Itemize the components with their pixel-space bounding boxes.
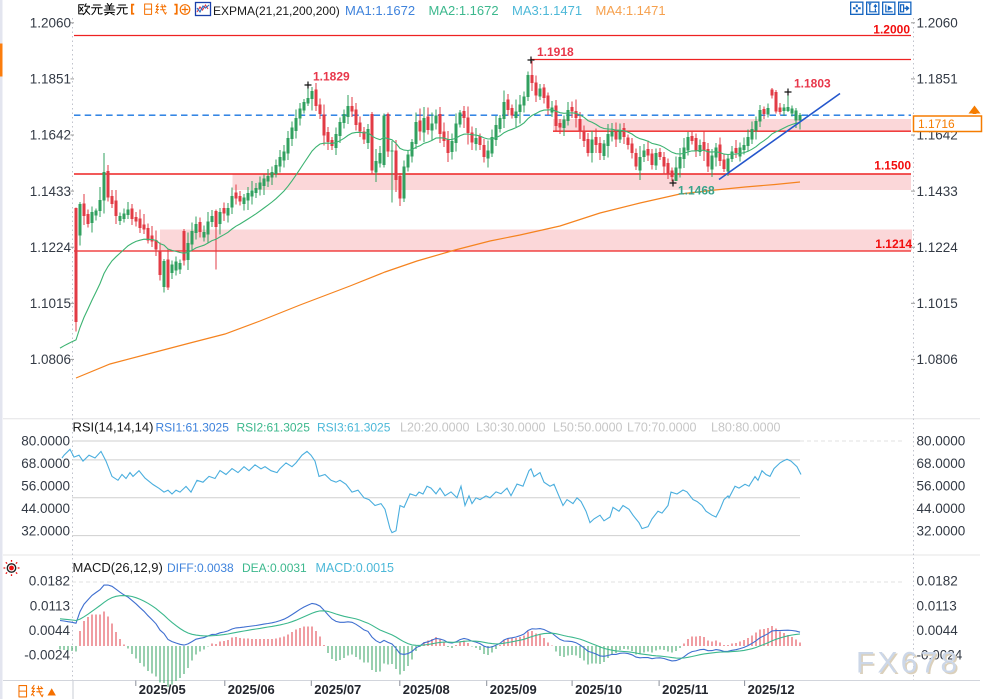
svg-text:1.1851: 1.1851 [30,72,71,87]
svg-text:FX678: FX678 [858,648,962,681]
svg-text:1.2060: 1.2060 [30,16,71,31]
svg-text:MA2:1.1672: MA2:1.1672 [429,3,499,18]
svg-text:68.0000: 68.0000 [21,456,70,471]
svg-text:MACD:0.0015: MACD:0.0015 [316,561,395,575]
svg-text:0.0113: 0.0113 [30,598,70,613]
svg-text:MA4:1.1471: MA4:1.1471 [596,3,666,18]
svg-text:2025/05: 2025/05 [139,682,186,697]
svg-text:1.0806: 1.0806 [917,352,958,367]
svg-text:2025/10: 2025/10 [575,682,622,697]
svg-text:56.0000: 56.0000 [21,479,70,494]
svg-text:1.2000: 1.2000 [873,23,910,37]
svg-text:44.0000: 44.0000 [917,501,966,516]
svg-text:0.0182: 0.0182 [29,574,70,589]
svg-text:1.1642: 1.1642 [30,128,71,143]
svg-text:1.1433: 1.1433 [30,184,71,199]
svg-text:RSI2:61.3025: RSI2:61.3025 [237,421,311,435]
svg-text:1.0806: 1.0806 [30,352,71,367]
svg-text:1.1015: 1.1015 [30,296,71,311]
svg-text:MACD(26,12,9): MACD(26,12,9) [73,560,163,575]
svg-text:MA3:1.1471: MA3:1.1471 [512,3,582,18]
svg-text:1.1851: 1.1851 [917,72,958,87]
svg-text:L20:20.0000: L20:20.0000 [400,421,470,435]
svg-text:DEA:0.0031: DEA:0.0031 [242,561,307,575]
svg-text:RSI(14,14,14): RSI(14,14,14) [73,420,154,435]
svg-text:2025/07: 2025/07 [314,682,361,697]
svg-text:EXPMA(21,21,200,200): EXPMA(21,21,200,200) [213,4,340,18]
svg-text:2025/08: 2025/08 [403,682,450,697]
svg-text:FX678: FX678 [856,647,960,680]
svg-text:MA1:1.1672: MA1:1.1672 [345,3,415,18]
svg-text:L80:80.0000: L80:80.0000 [711,421,781,435]
svg-text:2025/06: 2025/06 [228,682,275,697]
svg-text:2025/09: 2025/09 [490,682,537,697]
svg-text:32.0000: 32.0000 [917,524,966,539]
svg-text:1.1716: 1.1716 [918,117,955,131]
svg-text:L70:70.0000: L70:70.0000 [627,421,697,435]
svg-text:1.1500: 1.1500 [874,159,911,173]
svg-text:32.0000: 32.0000 [21,524,70,539]
svg-text:80.0000: 80.0000 [917,434,966,449]
svg-text:0.0113: 0.0113 [917,598,957,613]
svg-text:80.0000: 80.0000 [21,434,70,449]
svg-text:RSI3:61.3025: RSI3:61.3025 [317,421,391,435]
svg-text:L50:50.0000: L50:50.0000 [553,421,623,435]
svg-text:1.1214: 1.1214 [875,237,912,251]
svg-text:1.1918: 1.1918 [537,45,574,59]
svg-text:2025/11: 2025/11 [662,682,708,697]
svg-text:-0.0024: -0.0024 [24,647,70,662]
svg-text:-0.0024: -0.0024 [917,647,963,662]
svg-text:RSI1:61.3025: RSI1:61.3025 [156,421,230,435]
svg-text:1.1224: 1.1224 [30,240,72,255]
svg-text:1.1433: 1.1433 [917,184,958,199]
svg-text:56.0000: 56.0000 [917,479,966,494]
svg-text:1.1803: 1.1803 [794,77,831,91]
svg-text:44.0000: 44.0000 [21,501,70,516]
svg-text:1.2060: 1.2060 [917,16,958,31]
svg-text:68.0000: 68.0000 [917,456,966,471]
svg-text:0.0182: 0.0182 [917,574,958,589]
svg-text:2025/12: 2025/12 [748,682,795,697]
svg-text:DIFF:0.0038: DIFF:0.0038 [167,561,234,575]
svg-text:1.1829: 1.1829 [313,70,350,84]
svg-text:0.0044: 0.0044 [917,623,959,638]
svg-text:0.0044: 0.0044 [29,623,71,638]
svg-text:1.1015: 1.1015 [917,296,958,311]
svg-text:L30:30.0000: L30:30.0000 [476,421,546,435]
svg-text:1.1224: 1.1224 [917,240,959,255]
svg-text:1.1468: 1.1468 [678,184,715,198]
